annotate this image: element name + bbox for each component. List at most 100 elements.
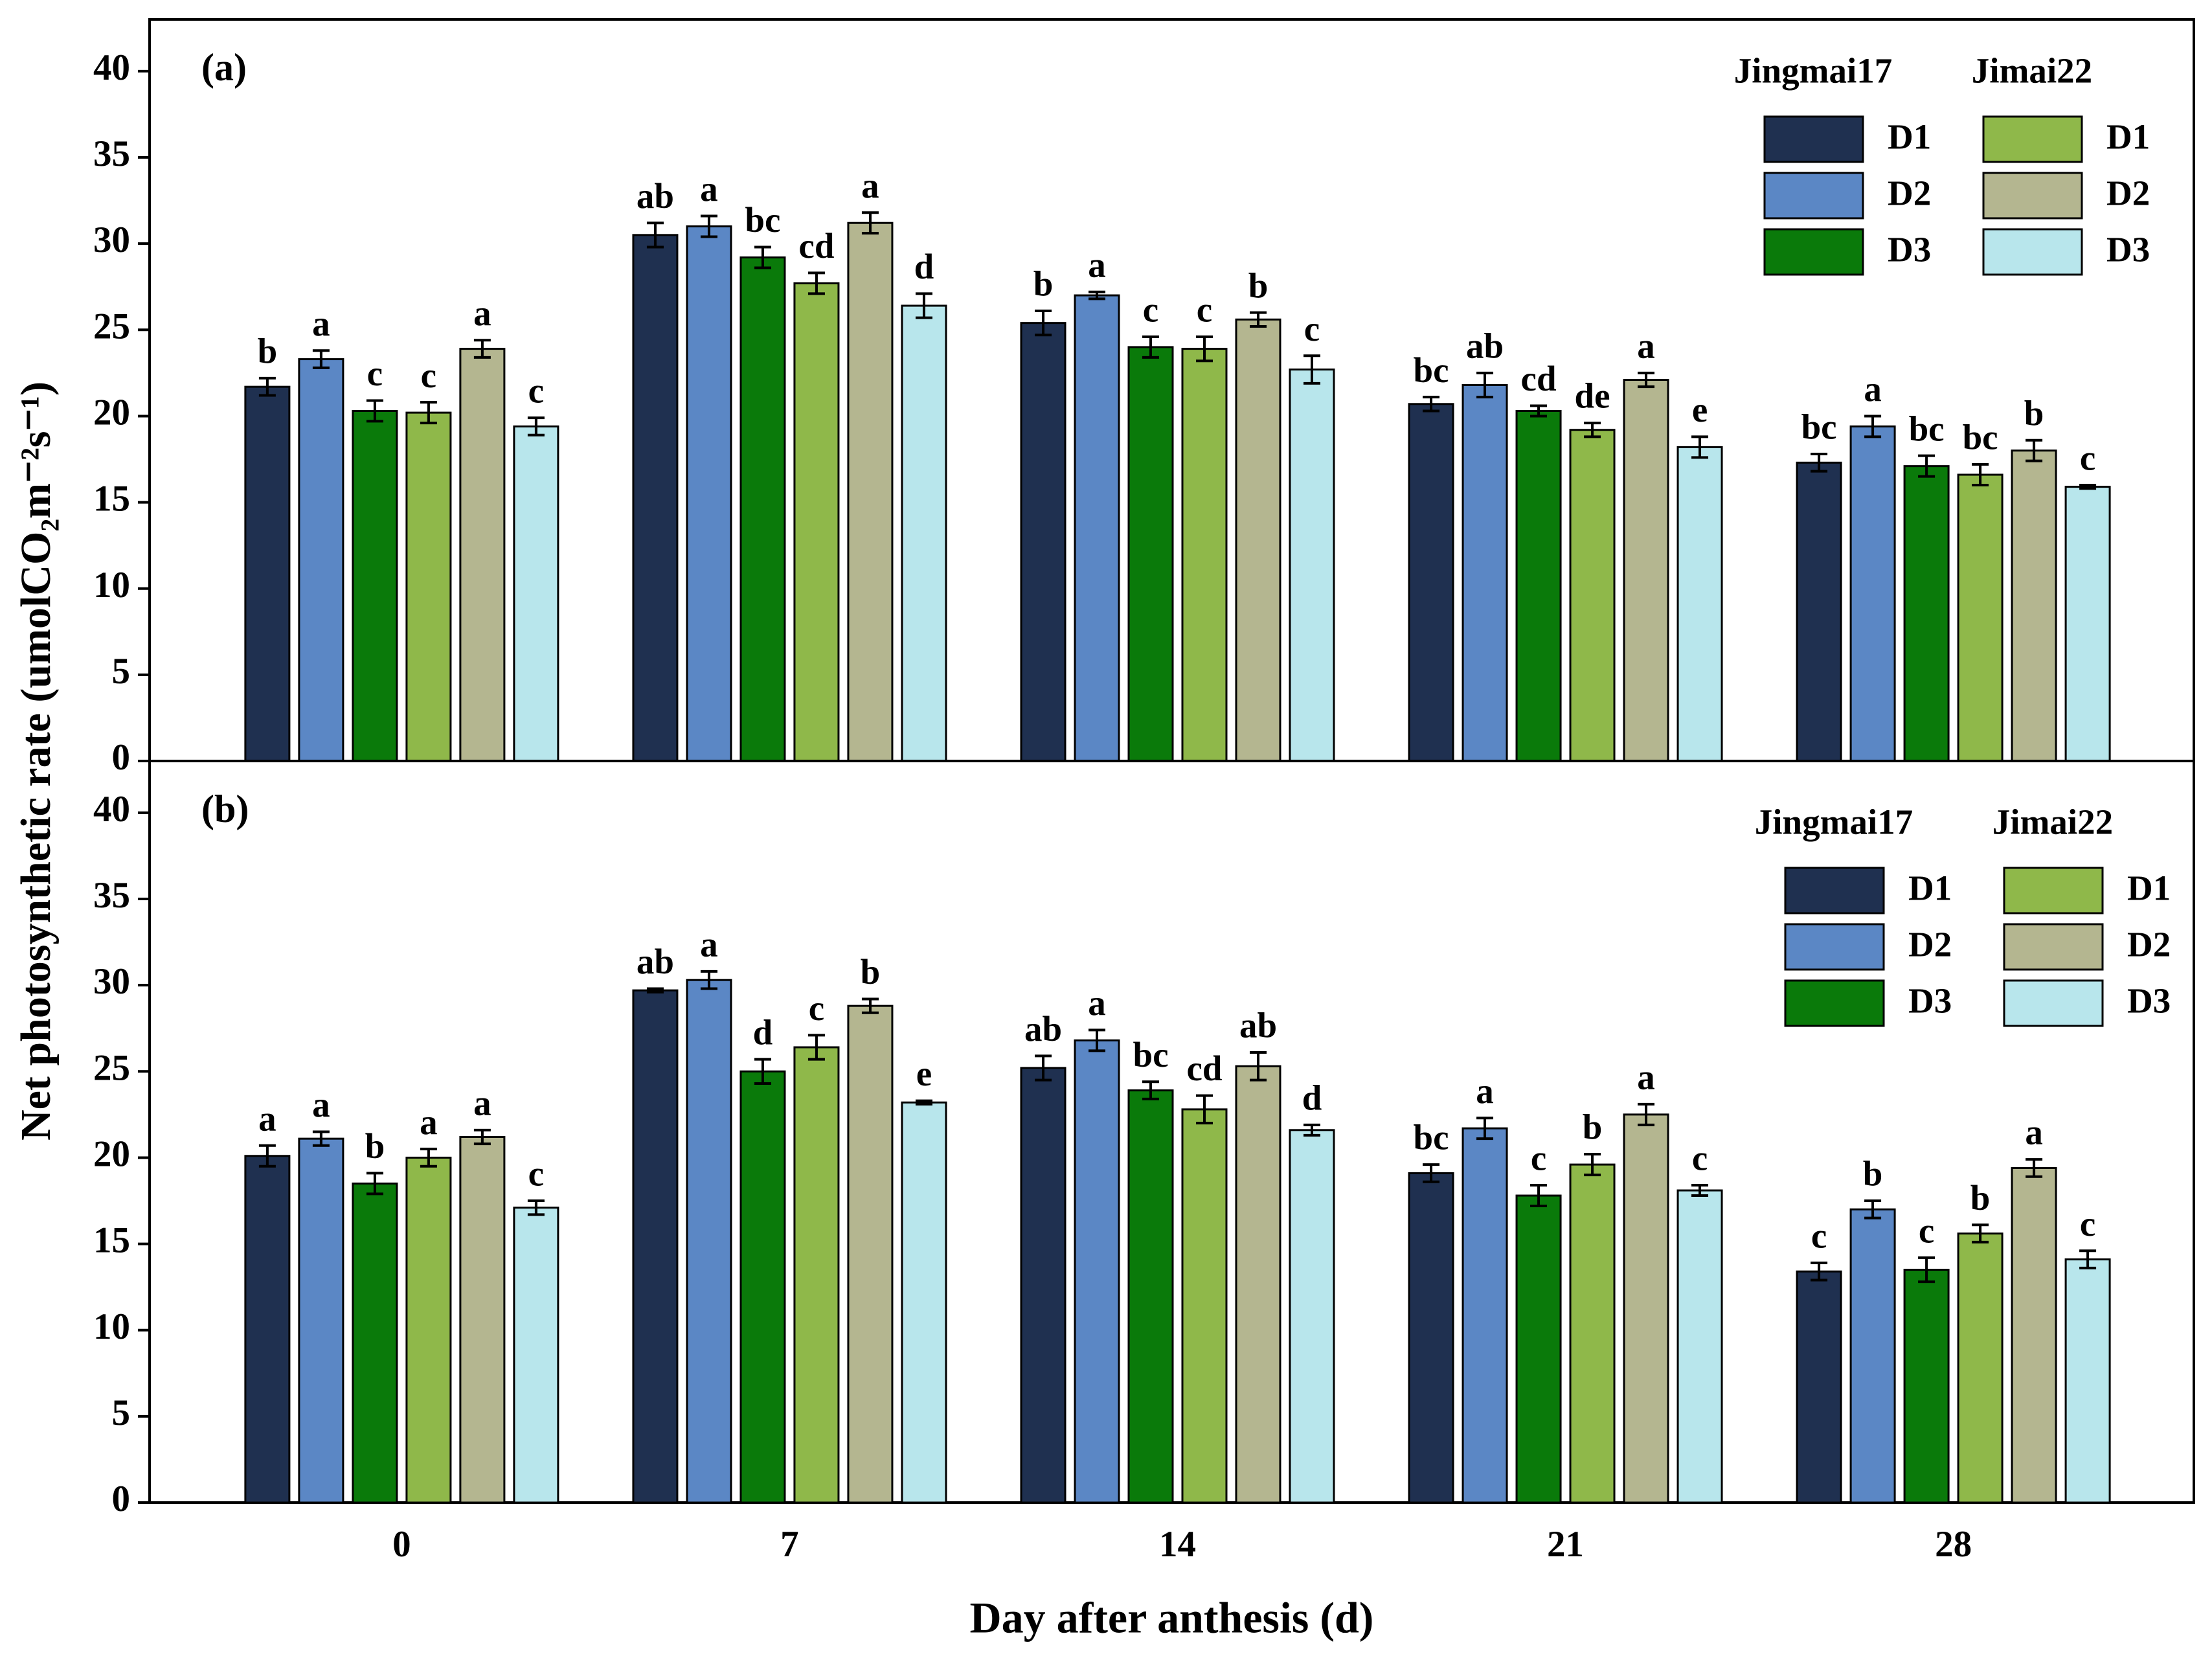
bar	[1569, 1163, 1616, 1504]
error-bar	[1088, 1028, 1105, 1052]
y-tick-label: 40	[93, 47, 130, 88]
bar	[244, 385, 291, 762]
significance-letter: a	[473, 293, 491, 333]
error-bar	[2026, 1158, 2043, 1178]
legend-group-title: Jimai22	[1972, 51, 2092, 91]
error-bar	[1195, 335, 1213, 363]
significance-letter: a	[861, 166, 879, 205]
bar	[1903, 1269, 1950, 1504]
significance-letter: c	[421, 356, 436, 395]
bar	[739, 1070, 786, 1504]
x-tick-label: 28	[1935, 1524, 1972, 1565]
bar	[459, 1135, 506, 1504]
error-bar	[1691, 435, 1709, 459]
bar	[1020, 322, 1066, 762]
significance-letter: a	[1637, 1058, 1655, 1097]
error-bar	[807, 1034, 825, 1061]
y-tick-label: 0	[112, 737, 131, 778]
bar	[1289, 369, 1335, 762]
bar	[298, 358, 344, 762]
y-tick-label: 25	[93, 306, 130, 346]
error-bar	[312, 1130, 330, 1147]
bar	[1181, 1108, 1228, 1504]
error-bar	[1864, 414, 1882, 438]
legend-label: D3	[2106, 230, 2150, 269]
y-tick-label: 20	[93, 392, 130, 433]
bar	[2064, 1258, 2111, 1504]
bar	[1127, 1089, 1174, 1504]
legend-swatch	[1784, 867, 1885, 914]
bar	[793, 1046, 840, 1504]
bar	[739, 256, 786, 762]
bar	[1181, 348, 1228, 762]
y-tick-label: 30	[93, 220, 130, 260]
significance-letter: c	[1692, 1139, 1708, 1178]
error-bar	[1972, 463, 1989, 486]
bar	[1074, 294, 1120, 762]
significance-letter: e	[1692, 390, 1708, 429]
significance-letter: a	[1088, 245, 1106, 284]
significance-letter: a	[420, 1102, 438, 1142]
y-tick-label: 35	[93, 133, 130, 174]
legend-label: D2	[2127, 925, 2171, 964]
significance-letter: c	[528, 1154, 544, 1194]
legend-label: D3	[1888, 230, 1931, 269]
error-bar	[473, 339, 491, 359]
y-tick-label: 35	[93, 875, 130, 916]
error-bar	[1249, 1051, 1267, 1082]
significance-letter: a	[700, 169, 718, 209]
bar	[1849, 1208, 1896, 1504]
bar	[1796, 1270, 1842, 1504]
significance-letter: ab	[1239, 1006, 1277, 1045]
x-tick-label: 14	[1159, 1524, 1196, 1565]
significance-letter: b	[1583, 1107, 1603, 1147]
error-bar	[754, 245, 771, 269]
bar	[513, 1207, 559, 1504]
error-bar	[527, 416, 545, 437]
y-tick-label: 15	[93, 479, 130, 519]
error-bar	[1476, 371, 1494, 399]
significance-letter: c	[1143, 290, 1158, 330]
error-bar	[2026, 438, 2043, 462]
error-bar	[2079, 1249, 2097, 1269]
significance-letter: ab	[637, 176, 674, 216]
bar	[1235, 1065, 1281, 1504]
bar	[632, 989, 679, 1504]
bar	[686, 225, 732, 762]
significance-letter: c	[2080, 438, 2095, 478]
legend-swatch	[2003, 923, 2104, 971]
bar	[459, 348, 506, 762]
significance-letter: b	[2024, 393, 2044, 433]
significance-letter: b	[1033, 264, 1054, 304]
bar	[1020, 1067, 1066, 1504]
significance-letter: ab	[1024, 1009, 1062, 1049]
significance-letter: b	[258, 331, 278, 370]
bar	[1676, 446, 1723, 762]
legend-label: D2	[2106, 174, 2150, 213]
significance-letter: c	[1811, 1216, 1827, 1255]
significance-letter: d	[1302, 1078, 1322, 1117]
error-bar	[807, 271, 825, 295]
error-bar	[861, 997, 879, 1014]
bar	[513, 425, 559, 762]
significance-letter: cd	[1186, 1049, 1222, 1088]
bar	[1903, 465, 1950, 762]
significance-letter: c	[2080, 1204, 2095, 1244]
error-bar	[1638, 371, 1655, 389]
error-bar	[1530, 1184, 1548, 1207]
bar	[1289, 1129, 1335, 1504]
significance-letter: c	[1197, 290, 1212, 330]
bar	[1957, 1232, 2003, 1504]
legend-label: D1	[2106, 117, 2150, 157]
error-bar	[1142, 335, 1159, 359]
significance-letter: a	[700, 924, 718, 964]
bar	[1408, 403, 1454, 762]
y-tick-label: 10	[93, 565, 130, 606]
bar	[2011, 1166, 2057, 1504]
significance-letter: a	[2025, 1113, 2043, 1152]
significance-letter: bc	[1963, 418, 1998, 457]
legend-swatch	[2003, 867, 2104, 914]
error-bar	[1303, 354, 1320, 385]
